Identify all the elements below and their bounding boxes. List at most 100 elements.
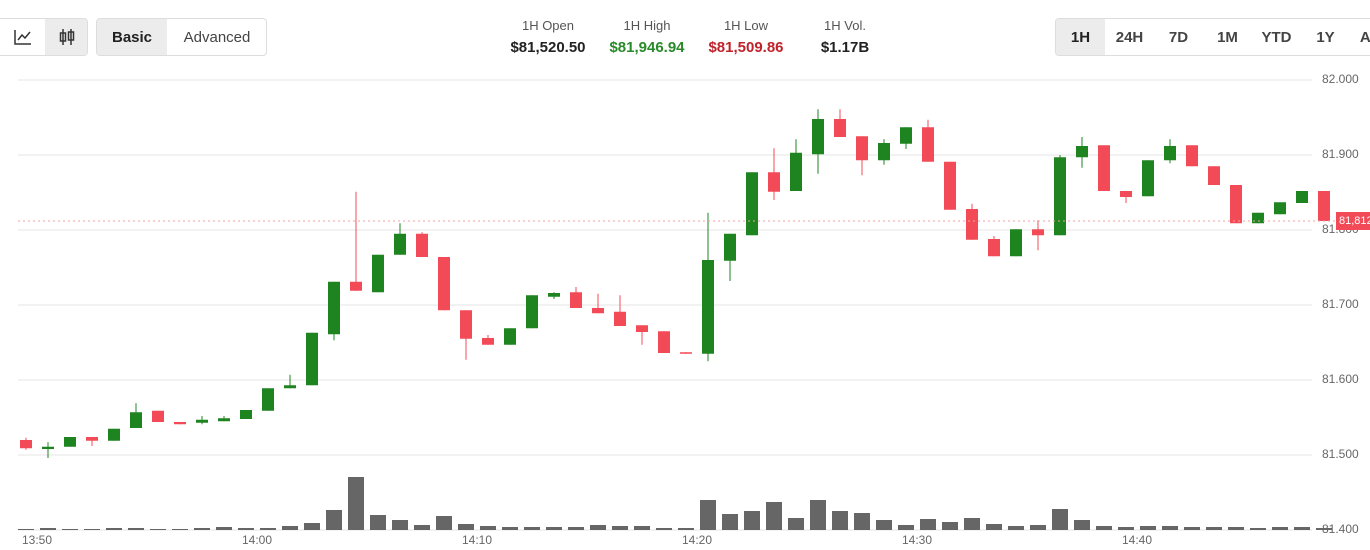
candle-body	[240, 410, 252, 419]
candle-body	[812, 119, 824, 155]
volume-bar	[480, 526, 496, 530]
volume-bar	[898, 525, 914, 530]
volume-bar	[612, 526, 628, 530]
candle-body	[86, 437, 98, 441]
candle-body	[350, 281, 362, 291]
candle-body	[878, 143, 890, 161]
x-tick-label: 13:50	[22, 533, 52, 547]
range-button[interactable]: 1H	[1056, 19, 1105, 55]
y-tick-label: 82.000	[1322, 72, 1359, 86]
volume-bar	[1052, 509, 1068, 530]
candle-icon	[59, 29, 75, 45]
range-button[interactable]: 7D	[1168, 28, 1189, 46]
volume-bar	[1184, 527, 1200, 530]
stat-value: $81,509.86	[708, 39, 784, 56]
volume-bar	[304, 523, 320, 530]
candle-body	[1186, 145, 1198, 167]
candle-body	[680, 352, 692, 354]
volume-bar	[106, 528, 122, 530]
volume-bar	[282, 526, 298, 530]
chart-style-toggle	[0, 18, 88, 56]
candle-body	[152, 410, 164, 422]
line-chart-button[interactable]	[1, 19, 45, 55]
candle-body	[856, 136, 868, 161]
stat-value: $81,520.50	[510, 39, 586, 56]
volume-bar	[656, 528, 672, 530]
candle-body	[438, 257, 450, 311]
candle-body	[966, 209, 978, 240]
volume-bar	[502, 527, 518, 530]
chart: 81.40081.50081.60081.70081.80081.90082.0…	[18, 72, 1370, 547]
candle-body	[790, 152, 802, 191]
volume-bar	[1228, 527, 1244, 530]
candle-body	[1076, 146, 1088, 158]
candle-body	[724, 233, 736, 261]
candle-body	[64, 437, 76, 447]
candle-body	[900, 127, 912, 144]
stat-label: 1H High	[623, 18, 671, 33]
volume-bar	[942, 522, 958, 530]
y-tick-label: 81.400	[1322, 522, 1359, 536]
volume-bar	[348, 477, 364, 530]
stat-value: $1.17B	[820, 39, 870, 56]
mode-toggle: Basic Advanced	[96, 18, 267, 56]
candle-body	[1010, 229, 1022, 257]
volume-bar	[370, 515, 386, 530]
range-button[interactable]: ALL	[1359, 28, 1370, 46]
volume-bar	[194, 528, 210, 530]
candle-body	[42, 446, 54, 449]
candle-body	[570, 292, 582, 308]
volume-bar	[1294, 527, 1310, 530]
volume-bar	[546, 527, 562, 530]
stat-label: 1H Open	[521, 18, 575, 33]
range-button[interactable]: 1Y	[1316, 28, 1335, 46]
volume-bar	[700, 500, 716, 530]
candle-body	[1274, 202, 1286, 215]
volume-bar	[326, 510, 342, 530]
candle-body	[482, 338, 494, 345]
volume-bar	[722, 514, 738, 530]
volume-bar	[1250, 528, 1266, 530]
range-toggle: 1H 24H 7D 1M YTD 1Y ALL	[1055, 18, 1370, 56]
volume-bar	[986, 524, 1002, 530]
volume-bar	[1316, 528, 1332, 530]
range-button[interactable]: 24H	[1115, 28, 1144, 46]
candle-body	[944, 161, 956, 210]
volume-bar	[436, 516, 452, 530]
stat-label: 1H Low	[723, 18, 769, 33]
volume-bar	[590, 525, 606, 530]
volume-bar	[1118, 527, 1134, 530]
volume-bar	[392, 520, 408, 530]
volume-bar	[458, 524, 474, 530]
candle-body	[768, 172, 780, 192]
volume-bar	[40, 528, 56, 530]
candle-chart-button[interactable]	[45, 19, 87, 55]
candle-body	[394, 233, 406, 255]
volume-bar	[766, 502, 782, 530]
volume-bar	[788, 518, 804, 530]
volume-bar	[1096, 526, 1112, 530]
volume-bar	[524, 527, 540, 530]
candle-body	[658, 331, 670, 353]
mode-button[interactable]: Advanced	[183, 28, 251, 46]
x-tick-label: 14:30	[902, 533, 932, 547]
candle-body	[636, 325, 648, 332]
volume-bar	[832, 511, 848, 530]
volume-bar	[920, 519, 936, 530]
candle-body	[614, 311, 626, 326]
line-icon	[14, 30, 31, 45]
range-button[interactable]: YTD	[1261, 28, 1292, 46]
volume-bar	[854, 513, 870, 530]
candle-body	[1032, 229, 1044, 236]
last-price-tag	[1336, 212, 1370, 230]
volume-bar	[216, 527, 232, 530]
candle-body	[20, 440, 32, 449]
x-tick-label: 14:00	[242, 533, 272, 547]
range-button[interactable]: 1M	[1217, 28, 1238, 46]
candle-body	[702, 260, 714, 354]
mode-button[interactable]: Basic	[97, 19, 167, 55]
candle-body	[592, 308, 604, 314]
stat-label: 1H Vol.	[824, 18, 866, 33]
volume-bar	[634, 526, 650, 530]
y-tick-label: 81.900	[1322, 147, 1359, 161]
